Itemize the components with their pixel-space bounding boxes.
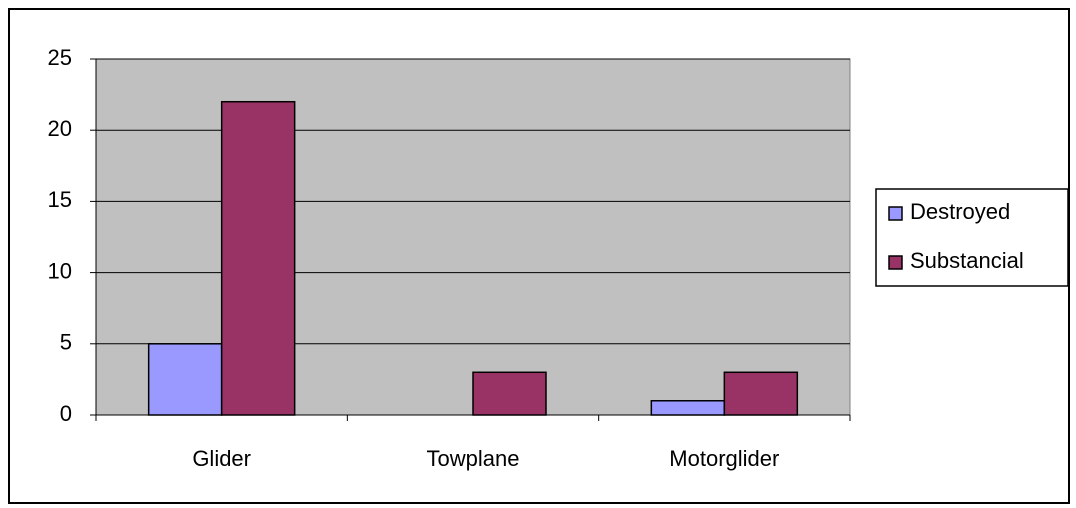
legend-box (875, 188, 1069, 287)
y-tick-label: 10 (48, 258, 72, 283)
bar (472, 371, 547, 416)
y-tick-label: 0 (60, 401, 72, 426)
bar (147, 343, 223, 416)
legend-swatch (888, 255, 903, 270)
legend-swatch (888, 206, 903, 221)
legend-label: Destroyed (910, 199, 1010, 224)
legend-label: Substancial (910, 248, 1024, 273)
y-tick-label: 5 (60, 330, 72, 355)
bar (650, 400, 726, 416)
y-tick-label: 25 (48, 45, 72, 70)
y-tick-label: 20 (48, 116, 72, 141)
bar (220, 100, 296, 416)
x-tick-label: Glider (192, 446, 251, 471)
x-tick-label: Motorglider (669, 446, 779, 471)
y-tick-label: 15 (48, 187, 72, 212)
x-tick-label: Towplane (427, 446, 520, 471)
bar (723, 371, 799, 416)
